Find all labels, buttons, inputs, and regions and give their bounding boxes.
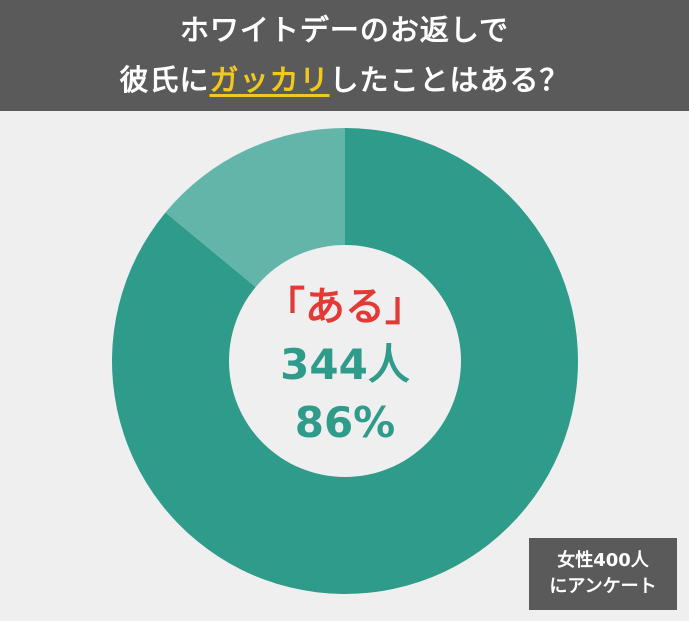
survey-note-badge: 女性400人 にアンケート bbox=[529, 538, 677, 610]
survey-note-line-1: 女性400人 bbox=[557, 550, 649, 571]
title-banner: ホワイトデーのお返しで 彼氏にガッカリしたことはある？ bbox=[0, 0, 689, 111]
title-line-2-suffix: したことはある？ bbox=[329, 63, 570, 97]
center-percent: 86% bbox=[294, 398, 396, 447]
center-answer-label: 「ある」 bbox=[265, 284, 425, 330]
title-line-1: ホワイトデーのお返しで bbox=[179, 13, 510, 47]
donut-chart bbox=[111, 128, 578, 594]
survey-note-line-2: にアンケート bbox=[549, 576, 657, 597]
center-count: 344人 bbox=[280, 340, 410, 389]
title-line-2-prefix: 彼氏に bbox=[119, 63, 210, 97]
title-highlight: ガッカリ bbox=[209, 63, 330, 97]
donut-hole bbox=[229, 245, 461, 477]
title-line-2: 彼氏にガッカリしたことはある？ bbox=[0, 62, 689, 98]
